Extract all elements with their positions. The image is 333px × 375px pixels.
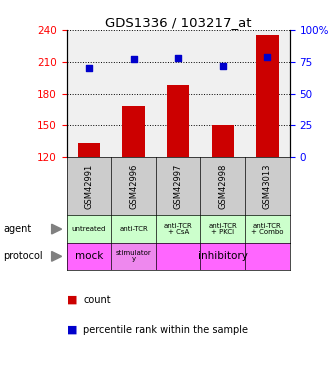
Text: count: count <box>83 295 111 305</box>
Point <box>175 55 181 61</box>
Text: GSM42991: GSM42991 <box>84 164 94 209</box>
Bar <box>123 106 145 157</box>
Text: GSM42997: GSM42997 <box>173 164 183 209</box>
Text: untreated: untreated <box>72 226 106 232</box>
Text: ■: ■ <box>67 295 77 305</box>
Text: stimulator
y: stimulator y <box>116 251 152 262</box>
Bar <box>111 243 156 270</box>
Text: GSM42998: GSM42998 <box>218 164 227 209</box>
Text: inhibitory: inhibitory <box>198 251 248 261</box>
Point <box>86 65 92 71</box>
Text: anti-TCR
+ CsA: anti-TCR + CsA <box>164 223 192 236</box>
Text: agent: agent <box>3 224 32 234</box>
Bar <box>212 126 234 157</box>
Text: GSM42996: GSM42996 <box>129 164 138 209</box>
Text: anti-TCR: anti-TCR <box>119 226 148 232</box>
Text: ■: ■ <box>67 325 77 335</box>
Text: anti-TCR
+ Combo: anti-TCR + Combo <box>251 223 284 236</box>
Point <box>220 63 225 69</box>
Bar <box>78 144 100 157</box>
Title: GDS1336 / 103217_at: GDS1336 / 103217_at <box>105 16 251 29</box>
Bar <box>256 35 278 157</box>
Text: percentile rank within the sample: percentile rank within the sample <box>83 325 248 335</box>
Text: GSM43013: GSM43013 <box>263 164 272 209</box>
Bar <box>167 85 189 157</box>
Text: anti-TCR
+ PKCi: anti-TCR + PKCi <box>208 223 237 236</box>
Text: protocol: protocol <box>3 251 43 261</box>
Text: mock: mock <box>75 251 103 261</box>
Point <box>265 54 270 60</box>
Point <box>131 56 136 62</box>
